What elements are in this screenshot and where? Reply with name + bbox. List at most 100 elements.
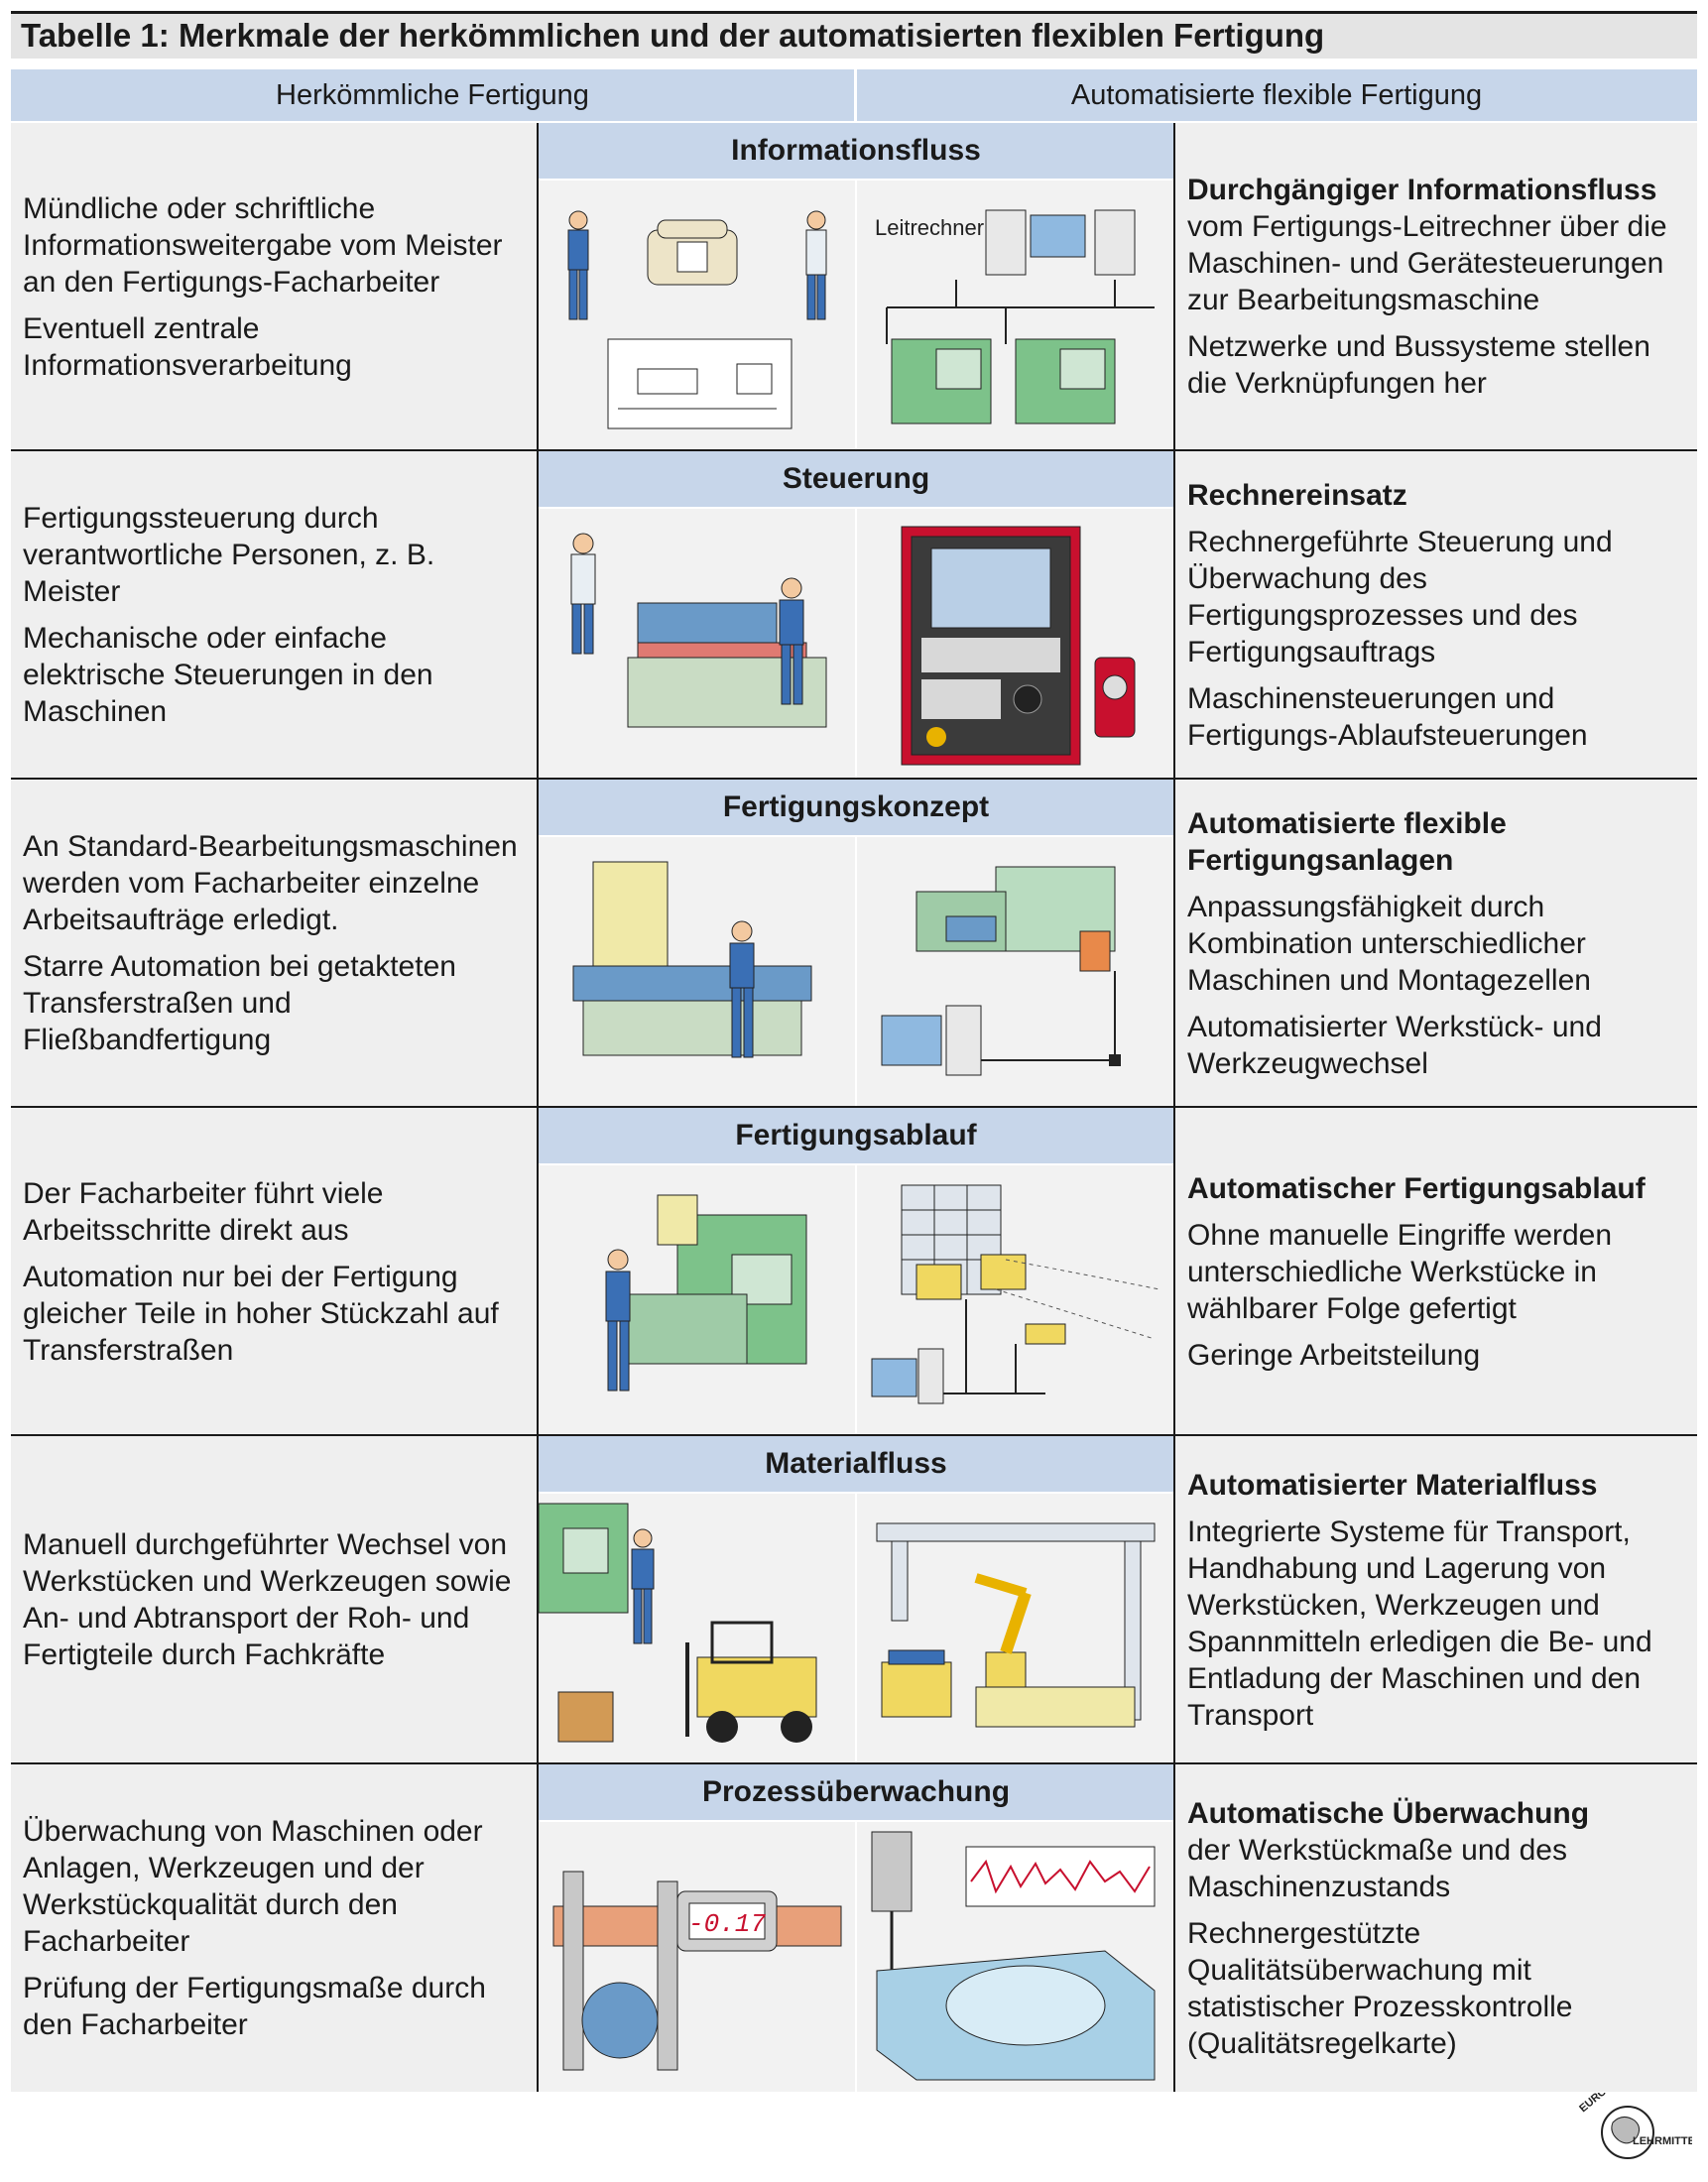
automated-cell: Automatisierter Materialfluss Integriert… xyxy=(1175,1436,1697,1763)
table-row-steuerung: Fertigungssteuerung durch verantwortlich… xyxy=(11,451,1697,779)
conventional-text: Mündliche oder schriftliche Informations… xyxy=(23,191,503,299)
crate-icon xyxy=(881,1649,952,1718)
conventional-text: An Standard-Bearbeitungsmaschinen werden… xyxy=(23,830,518,936)
row-divider xyxy=(11,778,1697,780)
conventional-text: Starre Automation bei getakteten Transfe… xyxy=(23,950,456,1056)
illustration-cell: Informationsfluss xyxy=(539,123,1173,450)
automated-heading: Automatischer Fertigungsablauf xyxy=(1187,1171,1646,1205)
transport-vehicle-icon xyxy=(915,1254,1066,1345)
table-row-informationsfluss: Mündliche oder schriftliche Informations… xyxy=(11,123,1697,450)
category-header: Materialfluss xyxy=(539,1436,1173,1492)
illustration-cell: Fertigungskonzept xyxy=(539,780,1173,1107)
category-header: Fertigungskonzept xyxy=(539,780,1173,835)
illustration-conventional xyxy=(539,1165,855,1435)
automated-text: Anpassungsfähigkeit durch Kombination un… xyxy=(1187,890,1591,997)
category-header: Prozessüberwachung xyxy=(539,1764,1173,1820)
illustration-cell: Materialfluss xyxy=(539,1436,1173,1763)
conventional-text: Prüfung der Fertigungsmaße durch den Fac… xyxy=(23,1972,486,2041)
table-row-fertigungsablauf: Der Facharbeiter führt viele Arbeitsschr… xyxy=(11,1108,1697,1435)
conventional-cell: Manuell durchgeführter Wechsel von Werks… xyxy=(11,1436,537,1763)
publisher-logo: EUROPA LEHRMITTEL xyxy=(1563,2076,1702,2172)
automated-text: der Werkstückmaße und des Maschinenzusta… xyxy=(1187,1833,1567,1903)
worker-icon xyxy=(567,210,589,320)
column-header-automated: Automatisierte flexible Fertigung xyxy=(856,69,1697,121)
automated-text: Rechnergestützte Qualitätsüberwachung mi… xyxy=(1187,1916,1573,2060)
illustration-automated: Leitrechner xyxy=(857,181,1173,450)
caliper-readout: -0.17 xyxy=(688,1909,766,1939)
table-row-fertigungskonzept: An Standard-Bearbeitungsmaschinen werden… xyxy=(11,780,1697,1107)
category-header: Fertigungsablauf xyxy=(539,1108,1173,1163)
machine-icon xyxy=(539,1503,629,1614)
illustration-cell: Prozessüberwachung -0.17 xyxy=(539,1764,1173,2092)
logo-text-bottom: LEHRMITTEL xyxy=(1633,2135,1692,2147)
conventional-text: Fertigungssteuerung durch verantwortlich… xyxy=(23,502,435,608)
flexible-manufacturing-cell-icon xyxy=(915,866,1116,972)
row-divider xyxy=(11,449,1697,451)
illustration-cell: Steuerung xyxy=(539,451,1173,779)
conventional-text: Der Facharbeiter führt viele Arbeitsschr… xyxy=(23,1176,384,1247)
illustration-cell: Fertigungsablauf xyxy=(539,1108,1173,1435)
leitrechner-label: Leitrechner xyxy=(875,215,984,240)
illustration-automated xyxy=(857,837,1173,1107)
row-divider xyxy=(11,1762,1697,1764)
automated-text: vom Fertigungs-Leitrechner über die Masc… xyxy=(1187,210,1667,316)
illustration-automated xyxy=(857,509,1173,779)
conventional-cell: Mündliche oder schriftliche Informations… xyxy=(11,123,537,450)
conventional-text: Überwachung von Maschinen oder Anlagen, … xyxy=(23,1815,483,1958)
illustration-conventional xyxy=(539,837,855,1107)
conventional-text: Automation nur bei der Fertigung gleiche… xyxy=(23,1260,499,1367)
workpiece-icon xyxy=(876,1950,1156,2081)
table-row-prozessueberwachung: Überwachung von Maschinen oder Anlagen, … xyxy=(11,1764,1697,2092)
conventional-cell: Fertigungssteuerung durch verantwortlich… xyxy=(11,451,537,779)
automated-text: Integrierte Systeme für Transport, Handh… xyxy=(1187,1515,1652,1732)
automated-heading: Automatisierte flexible Fertigungsanlage… xyxy=(1187,806,1507,877)
column-header-conventional: Herkömmliche Fertigung xyxy=(11,69,854,121)
conventional-cell: Der Facharbeiter führt viele Arbeitsschr… xyxy=(11,1108,537,1435)
automated-text-block: Durchgängiger Informationsfluss vom Fert… xyxy=(1187,172,1685,318)
forklift-icon xyxy=(685,1621,817,1743)
automated-text: Maschinensteuerungen und Fertigungs-Abla… xyxy=(1187,681,1588,752)
worker-icon xyxy=(605,1249,631,1392)
automated-cell: Rechnereinsatz Rechnergeführte Steuerung… xyxy=(1175,451,1697,779)
table-row-materialfluss: Manuell durchgeführter Wechsel von Werks… xyxy=(11,1436,1697,1763)
illustration-automated xyxy=(857,1822,1173,2092)
machining-center-icon xyxy=(627,1194,807,1365)
column-divider xyxy=(537,123,539,2092)
conventional-text: Eventuell zentrale Informationsverarbeit… xyxy=(23,311,352,382)
automated-text: Rechnergeführte Steuerung und Überwachun… xyxy=(1187,525,1613,668)
automated-cell: Automatischer Fertigungsablauf Ohne manu… xyxy=(1175,1108,1697,1435)
pallet-icon xyxy=(557,1691,614,1743)
technical-drawing-icon xyxy=(607,338,793,429)
engineer-icon xyxy=(805,210,827,320)
column-divider xyxy=(1173,123,1175,2092)
automated-heading: Automatisierter Materialfluss xyxy=(1187,1468,1598,1502)
conventional-text: Manuell durchgeführter Wechsel von Werks… xyxy=(23,1528,512,1671)
handwheel-icon xyxy=(1094,657,1136,738)
automated-heading: Rechnereinsatz xyxy=(1187,478,1407,512)
illustration-automated xyxy=(857,1165,1173,1435)
automated-text: Automatisierter Werkstück- und Werkzeugw… xyxy=(1187,1010,1602,1080)
milling-machine-icon xyxy=(572,861,812,1056)
conventional-text: Mechanische oder einfache elektrische St… xyxy=(23,622,433,728)
computer-icon xyxy=(881,1005,982,1076)
cnc-control-panel-icon xyxy=(901,526,1081,766)
automated-cell: Automatische Überwachung der Werkstückma… xyxy=(1175,1764,1697,2092)
category-header: Informationsfluss xyxy=(539,123,1173,179)
caliper-icon: -0.17 xyxy=(552,1871,842,2071)
illustration-conventional xyxy=(539,509,855,779)
table-title: Tabelle 1: Merkmale der herkömmlichen un… xyxy=(11,11,1697,59)
telephone-icon xyxy=(647,219,738,286)
automated-text: Ohne manuelle Eingriffe werden unterschi… xyxy=(1187,1218,1613,1325)
conventional-cell: Überwachung von Maschinen oder Anlagen, … xyxy=(11,1764,537,2092)
gantry-icon xyxy=(876,1522,1156,1721)
category-header: Steuerung xyxy=(539,451,1173,507)
header-divider xyxy=(855,69,857,121)
control-chart-icon xyxy=(965,1846,1156,1907)
automated-cell: Automatisierte flexible Fertigungsanlage… xyxy=(1175,780,1697,1107)
computer-icon xyxy=(871,1348,944,1404)
automated-text-block: Automatische Überwachung der Werkstückma… xyxy=(1187,1795,1685,1905)
illustration-conventional xyxy=(539,1494,855,1763)
illustration-conventional xyxy=(539,181,855,450)
worker-icon xyxy=(779,577,804,705)
illustration-conventional: -0.17 xyxy=(539,1822,855,2092)
